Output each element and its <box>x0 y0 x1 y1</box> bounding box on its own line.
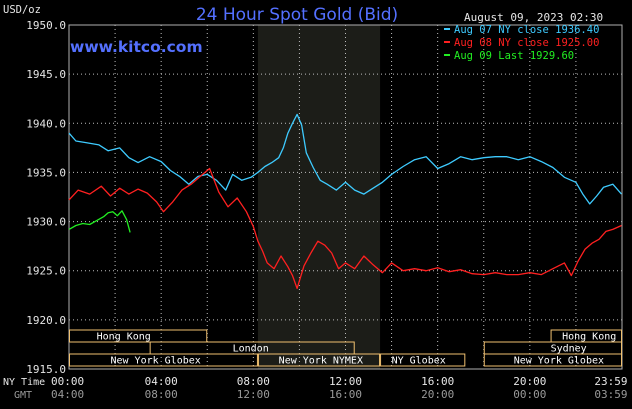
session-label: London <box>233 344 269 355</box>
gmt-label: GMT <box>14 390 32 401</box>
x-tick-label-ny: 04:00 <box>145 375 178 388</box>
legend-label: Aug 08 NY close 1925.00 <box>454 37 599 49</box>
x-tick-label-gmt: 04:00 <box>51 388 84 401</box>
session-label: New York Globex <box>514 356 604 367</box>
x-tick-label-ny: 08:00 <box>237 375 270 388</box>
session-box <box>483 353 622 367</box>
y-tick-label: 1940.0 <box>26 117 66 130</box>
x-tick-labels-gmt: 04:00 08:00 12:00 16:00 20:00 00:00 03:59 <box>51 388 628 401</box>
y-tick-label: 1915.0 <box>26 363 66 376</box>
y-tick-label: 1930.0 <box>26 216 66 229</box>
legend-label: Aug 07 NY close 1936.40 <box>454 24 599 36</box>
session-box <box>69 329 208 343</box>
session-box <box>257 353 381 367</box>
chart-title: 24 Hour Spot Gold (Bid) <box>196 5 398 25</box>
y-tick-label: 1945.0 <box>26 68 66 81</box>
session-box <box>69 353 258 367</box>
series-line-3 <box>68 210 131 233</box>
session-label: Hong Kong <box>562 332 616 343</box>
x-tick-label-gmt: 00:00 <box>513 388 546 401</box>
site-url: www.kitco.com <box>70 38 203 56</box>
session-box <box>380 353 466 367</box>
y-tick-label: 1950.0 <box>26 19 66 32</box>
x-tick-labels-ny: 00:00 04:00 08:00 12:00 16:00 20:00 23:59 <box>51 375 628 388</box>
y-tick-label: 1920.0 <box>26 314 66 327</box>
y-tick-label: 1925.0 <box>26 265 66 278</box>
series-line-1 <box>68 113 622 205</box>
session-label: New York Globex <box>110 356 200 367</box>
ny-time-label: NY Time <box>3 377 45 388</box>
y-tick-labels: 1950.0 1945.0 1940.0 1935.0 1930.0 1925.0 1920… <box>26 19 66 376</box>
timestamp: August 09, 2023 02:30 <box>464 11 603 24</box>
nymex-session-shade <box>257 25 381 369</box>
session-label: Sydney <box>551 344 587 355</box>
x-tick-label-gmt: 20:00 <box>421 388 454 401</box>
x-tick-label-gmt: 16:00 <box>329 388 362 401</box>
x-tick-label-gmt: 03:59 <box>594 388 627 401</box>
plot-border <box>68 24 623 370</box>
x-tick-label-ny: 12:00 <box>329 375 362 388</box>
y-axis-unit: USD/oz <box>3 4 41 16</box>
x-tick-label-ny: 00:00 <box>51 375 84 388</box>
x-tick-label-ny: 16:00 <box>421 375 454 388</box>
market-sessions: Hong Kong London New York Globex New York N… <box>69 329 623 367</box>
y-tick-label: 1935.0 <box>26 166 66 179</box>
x-tick-label-gmt: 08:00 <box>145 388 178 401</box>
session-label: Hong Kong <box>97 332 151 343</box>
grid-lines <box>69 25 622 369</box>
session-label: NY Globex <box>392 356 446 367</box>
series-layer <box>68 113 622 290</box>
x-tick-label-ny: 23:59 <box>594 375 627 388</box>
x-tick-label-ny: 20:00 <box>513 375 546 388</box>
session-label: New York NYMEX <box>279 356 363 367</box>
series-line-2 <box>68 167 622 290</box>
x-tick-label-gmt: 12:00 <box>237 388 270 401</box>
legend-label: Aug 09 Last 1929.60 <box>454 50 574 62</box>
